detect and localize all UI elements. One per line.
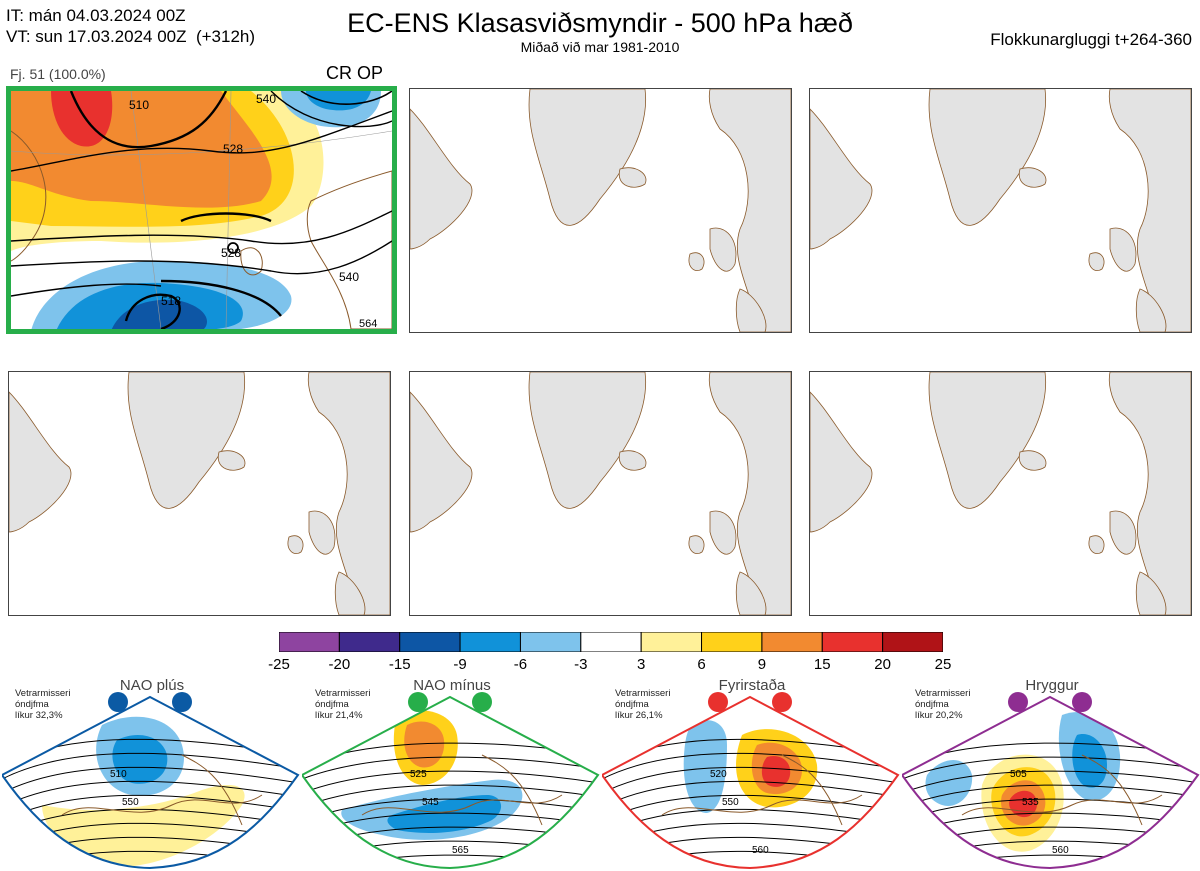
colorbar-segment: [882, 632, 943, 652]
regime-contour-label: 510: [110, 769, 127, 780]
cluster-map-6[interactable]: [809, 371, 1192, 616]
map-contour-label: 564: [359, 318, 377, 329]
regime-contour-label: 550: [122, 797, 139, 808]
map-contour-label: 528: [223, 142, 243, 156]
map-contour-label: 518: [161, 294, 181, 308]
cluster-map-4-svg: [9, 372, 390, 615]
regime-marker-dot: [772, 692, 792, 712]
map-contour-label: 540: [256, 92, 276, 106]
regime-marker-dot: [108, 692, 128, 712]
colorbar-segment: [580, 632, 642, 652]
regime-probability-info: Vetrarmisseri óndjfma líkur 20,2%: [915, 688, 970, 721]
regime-contour-label: 525: [410, 769, 427, 780]
cluster-op-label: CR OP: [326, 63, 384, 83]
regime-marker-dot: [1008, 692, 1028, 712]
regime-contour-label: 545: [422, 797, 439, 808]
regime-contour-label: 505: [1010, 769, 1027, 780]
page-subtitle: Miðað við mar 1981-2010: [520, 39, 680, 55]
regime-info-line: óndjfma: [315, 699, 349, 710]
colorbar-segment: [279, 632, 340, 652]
regime-marker-dot: [708, 692, 728, 712]
regime-info-line: óndjfma: [615, 699, 649, 710]
regime-contour-label: 560: [752, 845, 769, 856]
cluster-map-2[interactable]: [409, 88, 792, 333]
colorbar-tick-label: 9: [757, 656, 767, 673]
regime-info-line: Vetrarmisseri: [915, 688, 971, 699]
regime-info-line: líkur 32,3%: [15, 710, 63, 721]
colorbar-tick-label: 15: [813, 656, 831, 673]
anomaly-colorbar: [279, 632, 943, 652]
regime-contour-label: 535: [1022, 797, 1039, 808]
regime-info-line: óndjfma: [15, 699, 49, 710]
regime-probability-info: Vetrarmisseri óndjfma líkur 26,1%: [615, 688, 670, 721]
colorbar-tick-label: 6: [697, 656, 706, 673]
colorbar-tick-label: 20: [874, 656, 891, 673]
regime-info-line: Vetrarmisseri: [615, 688, 671, 699]
regime-info-line: óndjfma: [915, 699, 949, 710]
cluster-map-5[interactable]: [409, 371, 792, 616]
cluster-map-6-svg: [810, 372, 1191, 615]
regime-title: NAO mínus: [413, 677, 491, 694]
classification-window: Flokkunargluggi t+264-360: [990, 30, 1192, 49]
member-count-label: Fj. 51 (100.0%): [10, 66, 106, 82]
colorbar-tick-label: 25: [934, 656, 952, 673]
regime-map: 505 535 560: [902, 695, 1200, 870]
map-contour-label: 540: [339, 270, 359, 284]
regime-map: 520 550 560: [602, 695, 900, 870]
colorbar-segment: [821, 632, 884, 652]
colorbar-tick-label: -15: [388, 656, 411, 673]
regime-marker-dot: [1072, 692, 1092, 712]
cluster-map-5-svg: [410, 372, 791, 615]
colorbar-segment: [640, 632, 703, 652]
colorbar-tick-label: -20: [328, 656, 351, 673]
colorbar-segment: [459, 632, 521, 652]
cluster-map-3[interactable]: [809, 88, 1192, 333]
regime-contour-label: 560: [1052, 845, 1069, 856]
cluster-map-4[interactable]: [8, 371, 391, 616]
map-contour-label: 528: [221, 246, 241, 260]
colorbar-tick-label: -25: [268, 656, 290, 673]
regime-info-line: Vetrarmisseri: [15, 688, 71, 699]
regime-map: 510 550: [2, 695, 300, 870]
regime-info-line: líkur 26,1%: [615, 710, 663, 721]
page-title: EC-ENS Klasasviðsmyndir - 500 hPa hæð: [347, 8, 853, 38]
colorbar-segment: [761, 632, 823, 652]
regime-contour-label: 550: [722, 797, 739, 808]
regime-map: 525 545 565: [302, 695, 600, 870]
colorbar-segment: [399, 632, 461, 652]
colorbar-segment: [519, 632, 582, 652]
cluster-map-1[interactable]: 510 528 528 540 540 564 518: [6, 86, 397, 334]
regime-title: NAO plús: [119, 677, 185, 694]
regime-info-line: líkur 21,4%: [315, 710, 363, 721]
regime-probability-info: Vetrarmisseri óndjfma líkur 32,3%: [15, 688, 70, 721]
colorbar-segment: [338, 632, 401, 652]
cluster-map-2-svg: [410, 89, 791, 332]
regime-title: Fyrirstaða: [718, 677, 786, 694]
map-contour-label: 510: [129, 98, 149, 112]
colorbar-tick-label: -6: [513, 656, 528, 673]
colorbar-tick-label: 3: [637, 656, 646, 673]
regime-info-line: Vetrarmisseri: [315, 688, 371, 699]
regime-title: Hryggur: [1025, 677, 1079, 694]
regime-contour-label: 520: [710, 769, 727, 780]
init-time-label: IT: mán 04.03.2024 00Z: [6, 6, 186, 25]
cluster-map-1-svg: 510 528 528 540 540 564 518: [11, 91, 392, 329]
valid-time-label: VT: sun 17.03.2024 00Z (+312h): [6, 27, 256, 46]
regime-info-line: líkur 20,2%: [915, 710, 963, 721]
regime-marker-dot: [408, 692, 428, 712]
regime-marker-dot: [472, 692, 492, 712]
init-valid-time: IT: mán 04.03.2024 00Z VT: sun 17.03.2024…: [6, 5, 255, 47]
regime-probability-info: Vetrarmisseri óndjfma líkur 21,4%: [315, 688, 370, 721]
regime-marker-dot: [172, 692, 192, 712]
colorbar-tick-label: -3: [574, 656, 588, 673]
colorbar-tick-label: -9: [453, 656, 467, 673]
cluster-map-3-svg: [810, 89, 1191, 332]
regime-contour-label: 565: [452, 845, 469, 856]
colorbar-segment: [701, 632, 763, 652]
